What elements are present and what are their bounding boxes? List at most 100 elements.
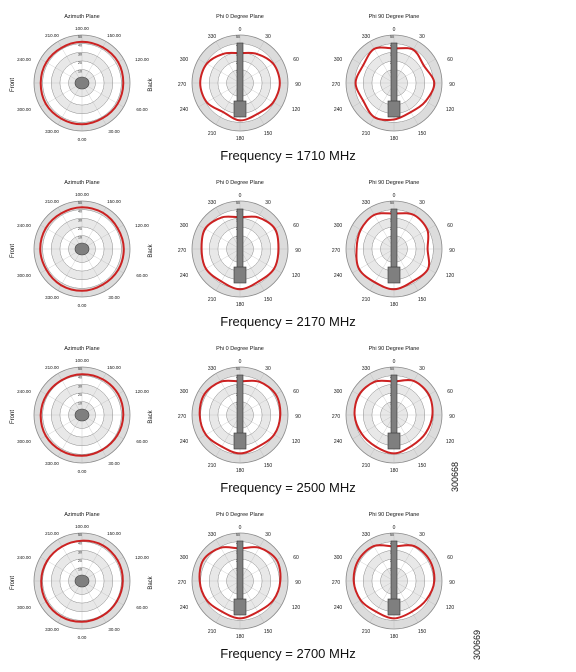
antenna-base xyxy=(387,266,401,284)
angle-label: 30 xyxy=(419,366,425,372)
grid-spoke xyxy=(393,82,436,108)
angle-label: 60 xyxy=(293,555,299,561)
angle-label: 120 xyxy=(292,107,301,113)
frequency-label-2170: Frequency = 2170 MHz xyxy=(220,314,356,329)
angle-label: 120.00 xyxy=(135,389,149,394)
grid-spoke xyxy=(40,414,83,440)
angle-label: 30.00 xyxy=(108,627,120,632)
angle-label: 210 xyxy=(208,629,217,635)
ring-value-label: 50 xyxy=(78,201,82,205)
grid-spoke xyxy=(352,556,395,582)
radiation-pattern-curve xyxy=(353,379,434,455)
grid-spoke xyxy=(81,224,124,250)
grid-spoke xyxy=(393,82,419,125)
angle-label: 150 xyxy=(418,131,427,137)
ring-value-label: 40 xyxy=(78,542,82,546)
angle-label: 330 xyxy=(208,532,217,538)
angle-label: 300 xyxy=(180,223,189,229)
angle-label: 240.00 xyxy=(17,57,31,62)
radiation-pattern-curve xyxy=(200,215,280,291)
angle-label: 60.00 xyxy=(136,107,148,112)
radiation-pattern-curve xyxy=(40,539,124,623)
angle-label: 300.00 xyxy=(17,107,31,112)
ring-value-label: 20 xyxy=(78,559,82,563)
grid-spoke xyxy=(239,41,265,84)
grid-spoke xyxy=(57,248,83,291)
angle-label: 210.00 xyxy=(45,531,59,536)
ring-value-label: 20 xyxy=(78,227,82,231)
angle-label: 300 xyxy=(334,57,343,63)
phi0-plot-row-2: Phi 0 Degree Plane5040302010018033030300… xyxy=(178,180,301,308)
plot-title: Phi 0 Degree Plane xyxy=(216,14,264,20)
grid-spoke xyxy=(198,580,241,606)
angle-label: 330.00 xyxy=(45,627,59,632)
angle-label: 300 xyxy=(180,555,189,561)
angle-label: 240.00 xyxy=(17,555,31,560)
grid-spoke xyxy=(40,224,83,250)
grid-spoke xyxy=(40,580,83,606)
angle-label: 330 xyxy=(208,200,217,206)
back-label: Back xyxy=(148,409,154,423)
angle-label: 120 xyxy=(446,107,455,113)
angle-label: 180 xyxy=(236,468,245,474)
angle-label: 90 xyxy=(295,580,301,586)
angle-label: 120 xyxy=(446,273,455,279)
angle-label: 210.00 xyxy=(45,33,59,38)
angle-label: 100.00 xyxy=(75,358,89,363)
back-label: Back xyxy=(148,575,154,589)
angle-label: 210 xyxy=(362,297,371,303)
plot-title: Azimuth Plane xyxy=(64,512,99,518)
plot-title: Phi 0 Degree Plane xyxy=(216,512,264,518)
angle-label: 180 xyxy=(236,136,245,142)
radiation-pattern-curve xyxy=(355,212,431,291)
antenna-base xyxy=(233,100,247,118)
angle-label: 30 xyxy=(419,532,425,538)
grid-spoke xyxy=(393,224,436,250)
angle-label: 240 xyxy=(334,439,343,445)
grid-spoke xyxy=(393,580,419,623)
radiation-pattern-curve xyxy=(198,546,282,620)
plot-title: Azimuth Plane xyxy=(64,346,99,352)
grid-spoke xyxy=(40,82,83,108)
angle-label: 270 xyxy=(178,248,187,254)
azimuth-plot-row-3: Azimuth Plane 50 40 30 20 10 100.00 0.00 210.00 1… xyxy=(10,346,154,474)
antenna-base xyxy=(387,100,401,118)
azimuth-plot-row-2: Azimuth Plane 50 40 30 20 10 100.00 0.00 210.00 1… xyxy=(10,180,154,308)
grid-spoke xyxy=(393,414,436,440)
angle-label: 210 xyxy=(208,131,217,137)
grid-spoke xyxy=(393,248,419,291)
angle-label: 240 xyxy=(334,273,343,279)
angle-label: 60 xyxy=(447,389,453,395)
ring-value-label: 40 xyxy=(78,44,82,48)
angle-label: 150.00 xyxy=(107,33,121,38)
angle-label: 210 xyxy=(208,463,217,469)
frequency-label-2500: Frequency = 2500 MHz xyxy=(220,480,356,495)
phi0-plot-row-4: Phi 0 Degree Plane5040302010018033030300… xyxy=(178,512,301,640)
grid-spoke xyxy=(393,556,436,582)
angle-label: 30 xyxy=(265,366,271,372)
radiation-pattern-curve xyxy=(198,379,282,455)
ring-value-label: 20 xyxy=(78,61,82,65)
angle-label: 240 xyxy=(334,107,343,113)
ring-value-label: 50 xyxy=(78,367,82,371)
grid-spoke xyxy=(81,248,124,274)
grid-spoke xyxy=(57,580,83,623)
grid-spoke xyxy=(198,556,241,582)
angle-label: 90 xyxy=(295,248,301,254)
angle-label: 90 xyxy=(449,82,455,88)
plot-title: Phi 90 Degree Plane xyxy=(369,14,420,20)
ring-value-label: 10 xyxy=(78,70,82,74)
angle-label: 120 xyxy=(292,273,301,279)
angle-label: 100.00 xyxy=(75,192,89,197)
angle-label: 330 xyxy=(362,200,371,206)
grid-spoke xyxy=(198,82,241,108)
angle-label: 180 xyxy=(390,302,399,308)
angle-label: 0.00 xyxy=(78,635,87,640)
grid-spoke xyxy=(352,580,395,606)
grid-spoke xyxy=(352,414,395,440)
angle-label: 300 xyxy=(180,57,189,63)
grid-spoke xyxy=(369,414,395,457)
plot-title: Phi 0 Degree Plane xyxy=(216,346,264,352)
grid-spoke xyxy=(198,58,241,84)
